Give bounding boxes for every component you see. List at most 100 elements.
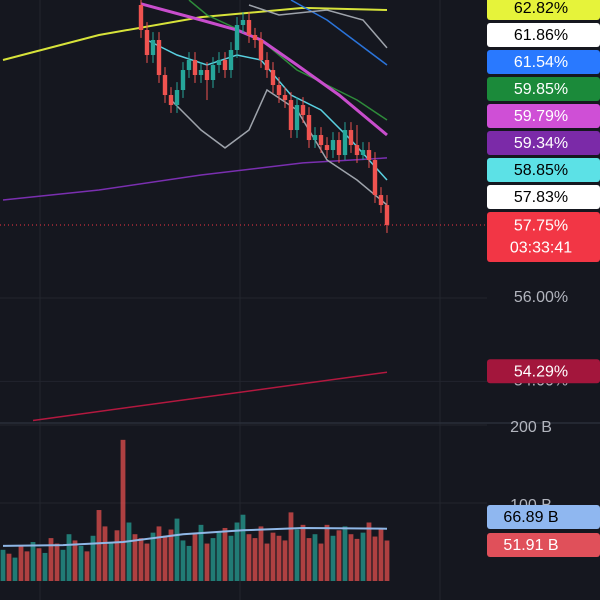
current-price-tag [487, 212, 600, 263]
countdown: 03:33:41 [510, 239, 572, 256]
candle-body [366, 150, 372, 161]
volume-bar [342, 526, 348, 581]
volume-bar [48, 538, 54, 581]
y-tick-label: 56.00% [514, 289, 568, 306]
volume-bar [246, 534, 252, 581]
price-tag [487, 131, 600, 155]
candle-body [240, 20, 246, 26]
volume-bar [336, 530, 342, 581]
volume-bar [312, 534, 318, 581]
candle-body [282, 95, 288, 101]
candle-body [210, 65, 216, 81]
volume-bar [132, 534, 138, 581]
volume-bar [72, 540, 78, 581]
candle-body [288, 100, 294, 131]
volume-bar [30, 542, 36, 581]
candle-body [180, 70, 186, 91]
candle-body [174, 90, 180, 106]
volume-bar [150, 532, 156, 581]
volume-bar [216, 532, 222, 581]
candle-body [216, 60, 222, 66]
candle-body [300, 105, 306, 116]
candle-body [354, 145, 360, 156]
volume-bar [270, 532, 276, 581]
volume-bar [78, 545, 84, 581]
volume-bar [282, 540, 288, 581]
price-tag-label: 61.54% [514, 54, 568, 71]
volume-bar [378, 527, 384, 581]
volume-bar [156, 526, 162, 581]
volume-bar [372, 536, 378, 581]
candle-body [162, 75, 168, 96]
candle-body [276, 85, 282, 96]
volume-tag [487, 533, 600, 557]
volume-bar [138, 538, 144, 581]
volume-bar [306, 538, 312, 581]
price-tag [487, 77, 600, 101]
candle-body [336, 140, 342, 156]
candle-body [258, 40, 264, 61]
volume-bar [126, 522, 132, 581]
candle-body [270, 70, 276, 86]
volume-bar [300, 524, 306, 581]
volume-bar [330, 535, 336, 581]
volume-bar [348, 534, 354, 581]
indicator-line [32, 371, 388, 422]
volume-bar [18, 545, 24, 581]
candle-body [372, 160, 378, 196]
price-tag [487, 50, 600, 74]
price-tag [487, 0, 600, 20]
candle-body [192, 60, 198, 76]
volume-bar [114, 530, 120, 581]
volume-bar [120, 439, 126, 581]
price-tag [487, 104, 600, 128]
volume-bar [102, 526, 108, 581]
volume-bar [276, 535, 282, 581]
volume-bar [210, 538, 216, 581]
volume-tag [487, 505, 600, 529]
price-tag-label: 62.82% [514, 0, 568, 17]
candle-body [342, 130, 348, 156]
candle-body [294, 105, 300, 131]
candle-body [318, 135, 324, 146]
volume-bar [162, 535, 168, 581]
volume-bar [234, 522, 240, 581]
volume-bar [204, 543, 210, 581]
indicator-line [248, 4, 388, 49]
current-price-label: 57.75% [514, 217, 568, 234]
volume-tag-label: 66.89 B [503, 509, 558, 526]
candle-body [150, 40, 156, 56]
volume-bar [264, 543, 270, 581]
volume-ma-line [2, 526, 388, 547]
candle-body [330, 140, 336, 151]
volume-bar [168, 529, 174, 581]
volume-bar [252, 538, 258, 581]
volume-bar [294, 529, 300, 581]
candle-body [348, 130, 354, 146]
volume-bar [240, 514, 246, 581]
candle-body [156, 40, 162, 76]
indicator-line [290, 0, 388, 66]
price-tag-label: 59.79% [514, 108, 568, 125]
price-tag-label: 58.85% [514, 162, 568, 179]
volume-bar [318, 543, 324, 581]
indicator-line [2, 6, 388, 61]
volume-bar [360, 532, 366, 581]
candle-body [234, 25, 240, 51]
candle-body [246, 20, 252, 36]
candle-body [198, 70, 204, 76]
volume-bar [198, 524, 204, 581]
volume-bar [222, 527, 228, 581]
line-tag [487, 359, 600, 384]
candle-body [168, 95, 174, 106]
candle-body [204, 70, 210, 81]
volume-bar [84, 551, 90, 581]
price-tag-label: 59.85% [514, 81, 568, 98]
price-tag [487, 23, 600, 47]
candle-body [252, 35, 258, 41]
volume-tag-label: 51.91 B [503, 537, 558, 554]
volume-bar [258, 526, 264, 581]
volume-bar [366, 522, 372, 581]
indicator-line [170, 88, 388, 206]
